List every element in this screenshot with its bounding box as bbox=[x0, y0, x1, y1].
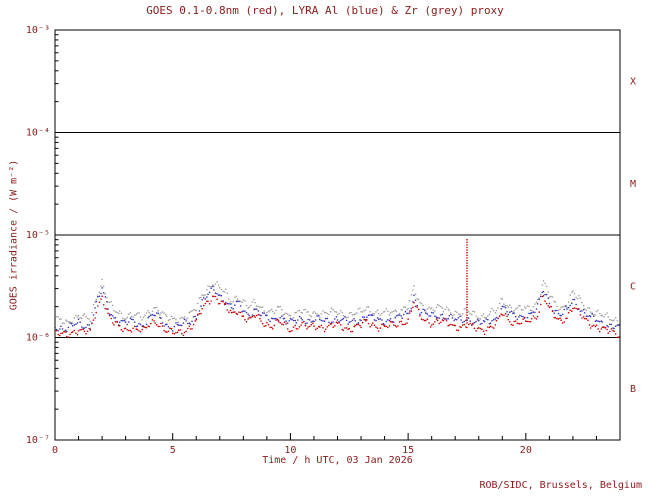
flare-class-label: C bbox=[630, 281, 636, 292]
x-axis-label: Time / h UTC, 03 Jan 2026 bbox=[262, 455, 413, 466]
credit-text: ROB/SIDC, Brussels, Belgium bbox=[479, 480, 642, 491]
y-tick-label: 10⁻³ bbox=[26, 25, 50, 36]
y-tick-label: 10⁻⁶ bbox=[26, 333, 50, 344]
y-tick-label: 10⁻⁵ bbox=[26, 230, 50, 241]
y-tick-label: 10⁻⁴ bbox=[26, 128, 50, 139]
x-tick-label: 10 bbox=[284, 445, 296, 456]
x-tick-label: 15 bbox=[402, 445, 414, 456]
y-axis-label: GOES irradiance / (W m⁻²) bbox=[8, 159, 20, 311]
flare-class-label: X bbox=[630, 76, 636, 87]
plot-frame bbox=[54, 29, 621, 441]
flare-class-label: B bbox=[630, 384, 636, 395]
x-tick-label: 5 bbox=[170, 445, 176, 456]
flare-class-label: M bbox=[630, 179, 636, 190]
chart-title: GOES 0.1-0.8nm (red), LYRA Al (blue) & Z… bbox=[146, 4, 504, 17]
x-tick-label: 0 bbox=[52, 445, 58, 456]
data-points bbox=[55, 238, 620, 339]
y-tick-label: 10⁻⁷ bbox=[26, 435, 50, 446]
x-tick-label: 20 bbox=[520, 445, 532, 456]
